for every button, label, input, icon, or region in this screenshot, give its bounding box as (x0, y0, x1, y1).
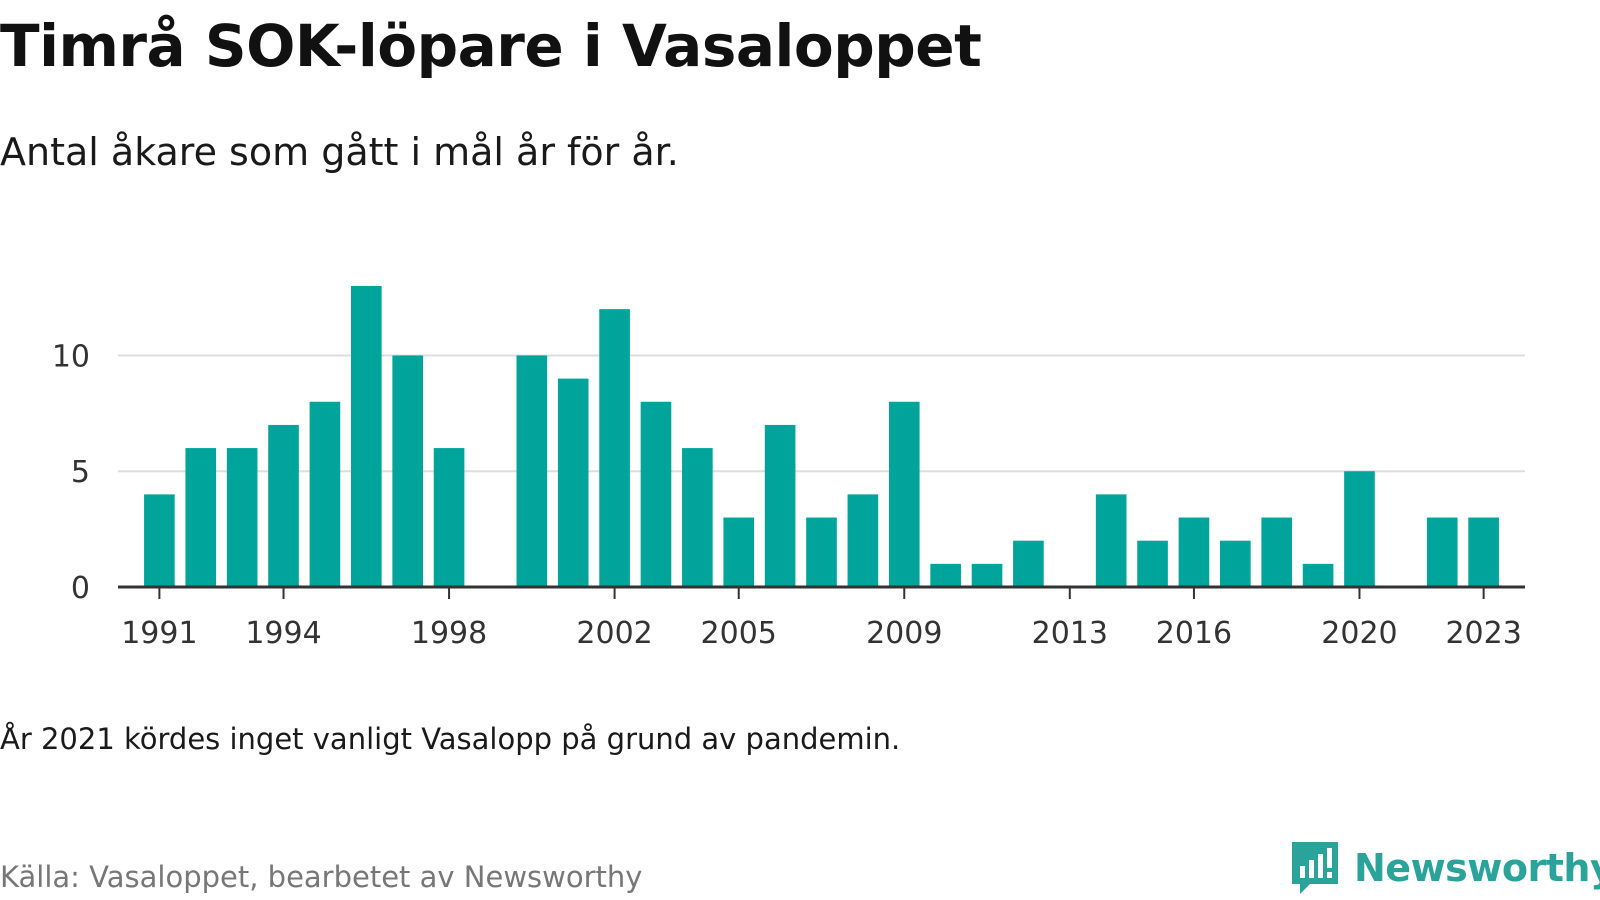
bar-2001 (557, 378, 589, 587)
y-tick-label: 0 (71, 571, 90, 606)
logo-text: Newsworthy (1354, 846, 1600, 890)
bar-2011 (971, 563, 1003, 587)
bar-2000 (516, 355, 548, 587)
x-tick-label: 2023 (1445, 616, 1521, 651)
y-tick-label: 10 (52, 339, 90, 374)
x-tick-label: 1991 (121, 616, 197, 651)
bar-1998 (433, 448, 465, 587)
bar-2018 (1261, 517, 1293, 587)
bar-2007 (806, 517, 837, 587)
bar-1996 (350, 286, 382, 587)
bar-2010 (930, 563, 961, 587)
bar-2016 (1178, 517, 1210, 587)
bar-1992 (185, 448, 217, 587)
bar-2002 (599, 309, 630, 587)
bar-2005 (723, 517, 755, 587)
bar-2003 (640, 401, 672, 587)
bar-1993 (226, 448, 258, 587)
bar-2023 (1468, 517, 1499, 587)
bar-2012 (1013, 540, 1044, 587)
x-tick-label: 2020 (1321, 616, 1397, 651)
bar-2009 (888, 401, 920, 587)
x-tick-label: 1994 (245, 616, 321, 651)
newsworthy-logo[interactable]: Newsworthy (1290, 838, 1600, 898)
source-note: Källa: Vasaloppet, bearbetet av Newswort… (0, 860, 643, 894)
chart-subtitle: Antal åkare som gått i mål år för år. (0, 130, 679, 174)
axes: 0 5 10 1991 1994 1998 2002 2005 2009 2013 2016 2020… (52, 339, 1525, 651)
bar-2004 (682, 448, 713, 587)
bar-2014 (1095, 494, 1127, 587)
bar-chart: 0 5 10 1991 1994 1998 2002 2005 2009 2013 2016 2020… (52, 286, 1525, 651)
bar-2020 (1344, 471, 1375, 587)
bar-2008 (847, 494, 879, 587)
x-tick-label: 2009 (866, 616, 942, 651)
x-tick-label: 1998 (411, 616, 487, 651)
y-tick-label: 5 (71, 455, 90, 490)
bar-1991 (144, 494, 175, 587)
bar-2017 (1220, 540, 1251, 587)
bar-2019 (1302, 563, 1334, 587)
newsworthy-chat-bars-icon (1292, 842, 1338, 894)
x-tick-label: 2016 (1156, 616, 1232, 651)
x-tick-label: 2013 (1032, 616, 1108, 651)
bar-1994 (268, 424, 299, 587)
x-tick-label: 2005 (701, 616, 777, 651)
x-tick-label: 2002 (576, 616, 652, 651)
bar-1995 (309, 401, 341, 587)
bar-1997 (392, 355, 423, 587)
chart-title: Timrå SOK-löpare i Vasaloppet (0, 12, 982, 80)
bar-2015 (1137, 540, 1168, 587)
footnote: År 2021 kördes inget vanligt Vasalopp på… (0, 722, 901, 756)
bar-2006 (764, 424, 796, 587)
bar-2022 (1426, 517, 1458, 587)
bars (144, 286, 1499, 587)
